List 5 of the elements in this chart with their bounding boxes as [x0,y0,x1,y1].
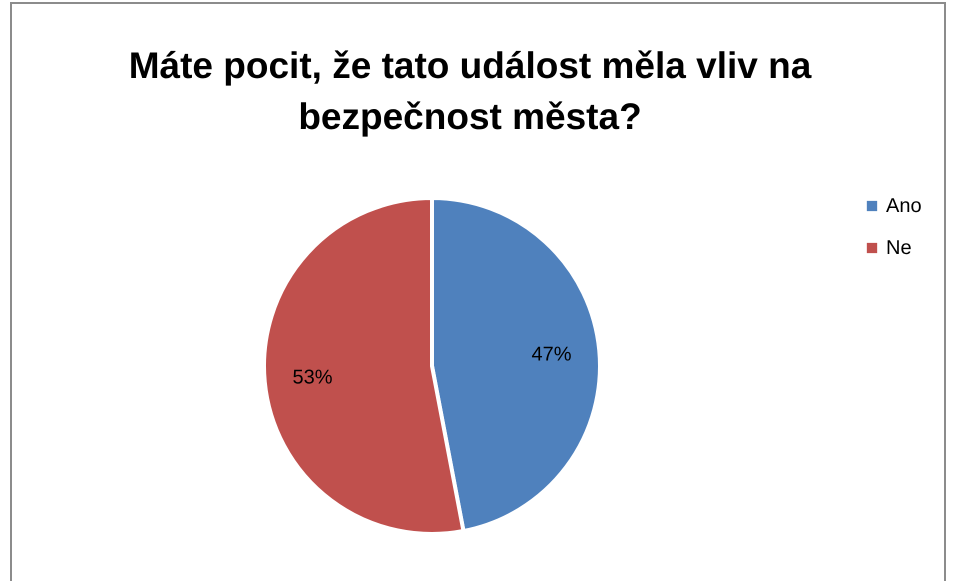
chart-title: Máte pocit, že tato událost měla vliv na bezpečnost města? [128,44,812,139]
legend-label: Ano [886,195,922,217]
legend-label: Ne [886,237,912,259]
data-label: 47% [531,344,572,366]
data-label: 53% [292,366,333,388]
